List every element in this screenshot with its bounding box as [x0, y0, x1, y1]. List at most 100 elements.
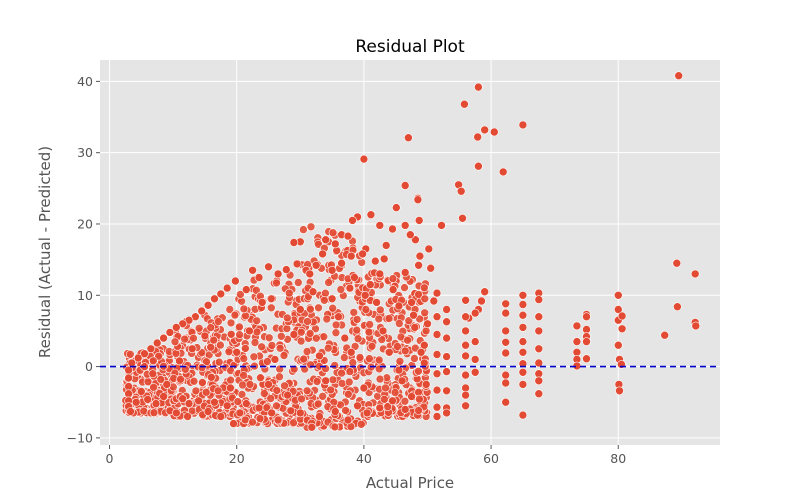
data-point	[470, 355, 480, 364]
data-point	[350, 273, 359, 282]
data-point	[242, 399, 251, 408]
data-point	[346, 347, 356, 357]
data-point	[400, 283, 409, 292]
data-point	[162, 380, 172, 389]
data-point	[432, 402, 442, 412]
data-point	[254, 273, 264, 282]
data-point	[501, 326, 511, 336]
data-point	[229, 419, 238, 428]
data-point	[209, 335, 218, 345]
data-point	[365, 354, 374, 363]
data-point	[404, 133, 413, 142]
data-point	[474, 82, 483, 92]
data-point	[315, 412, 324, 421]
data-points	[124, 71, 701, 432]
data-point	[330, 422, 340, 432]
data-point	[328, 303, 338, 313]
data-point	[473, 132, 483, 142]
data-point	[330, 407, 340, 416]
data-point	[149, 408, 159, 418]
data-point	[460, 99, 469, 109]
data-point	[214, 317, 223, 326]
data-point	[346, 251, 356, 261]
data-point	[518, 120, 528, 130]
data-point	[194, 323, 204, 333]
data-point	[388, 285, 398, 294]
data-point	[414, 366, 423, 376]
data-point	[210, 294, 219, 304]
data-point	[572, 321, 582, 331]
data-point	[432, 330, 442, 339]
data-point	[226, 329, 236, 339]
data-point	[330, 361, 340, 370]
data-point	[410, 354, 419, 363]
data-point	[534, 312, 544, 322]
data-point	[139, 406, 149, 416]
data-point	[331, 328, 341, 338]
data-point	[400, 405, 410, 414]
data-point	[337, 258, 346, 268]
data-point	[364, 327, 374, 337]
data-point	[424, 244, 434, 254]
data-point	[442, 408, 451, 418]
data-point	[582, 337, 591, 346]
data-point	[348, 216, 357, 225]
data-point	[461, 295, 470, 305]
data-point	[328, 228, 338, 237]
data-point	[198, 378, 207, 387]
data-point	[241, 344, 250, 353]
data-point	[314, 303, 323, 313]
data-point	[534, 295, 544, 304]
data-point	[378, 326, 388, 336]
data-point	[416, 347, 426, 357]
data-point	[231, 276, 240, 286]
data-point	[613, 290, 623, 300]
data-point	[207, 372, 216, 382]
data-point	[470, 367, 480, 377]
data-point	[299, 354, 309, 364]
data-point	[432, 350, 442, 359]
data-point	[264, 333, 274, 343]
data-point	[159, 392, 168, 401]
data-point	[311, 333, 321, 343]
data-point	[293, 278, 303, 287]
data-point	[372, 298, 381, 307]
data-point	[415, 394, 424, 404]
data-point	[413, 195, 423, 204]
data-point	[375, 269, 385, 279]
data-point	[501, 378, 511, 388]
data-point	[518, 310, 528, 320]
data-point	[239, 304, 249, 314]
data-point	[283, 390, 292, 400]
data-point	[210, 397, 219, 407]
data-point	[272, 278, 281, 288]
data-point	[461, 383, 470, 393]
x-axis-label: Actual Price	[366, 474, 454, 492]
data-point	[344, 377, 354, 387]
data-point	[388, 396, 397, 406]
data-point	[411, 235, 420, 244]
chart-title: Residual Plot	[355, 37, 465, 57]
data-point	[355, 353, 365, 362]
data-point	[241, 415, 250, 425]
data-point	[239, 354, 249, 363]
data-point	[235, 330, 244, 340]
data-point	[501, 337, 511, 347]
data-point	[149, 356, 158, 366]
data-point	[474, 161, 483, 171]
data-point	[518, 380, 528, 389]
data-point	[222, 401, 232, 411]
data-point	[334, 312, 343, 322]
data-point	[407, 392, 416, 401]
data-point	[442, 367, 451, 376]
data-point	[336, 285, 346, 294]
data-point	[235, 322, 244, 332]
data-point	[224, 347, 234, 357]
data-point	[273, 269, 283, 279]
data-point	[384, 314, 394, 323]
data-point	[272, 401, 281, 411]
data-point	[498, 167, 508, 177]
data-point	[264, 380, 273, 389]
data-point	[226, 318, 236, 328]
data-point	[165, 328, 175, 337]
